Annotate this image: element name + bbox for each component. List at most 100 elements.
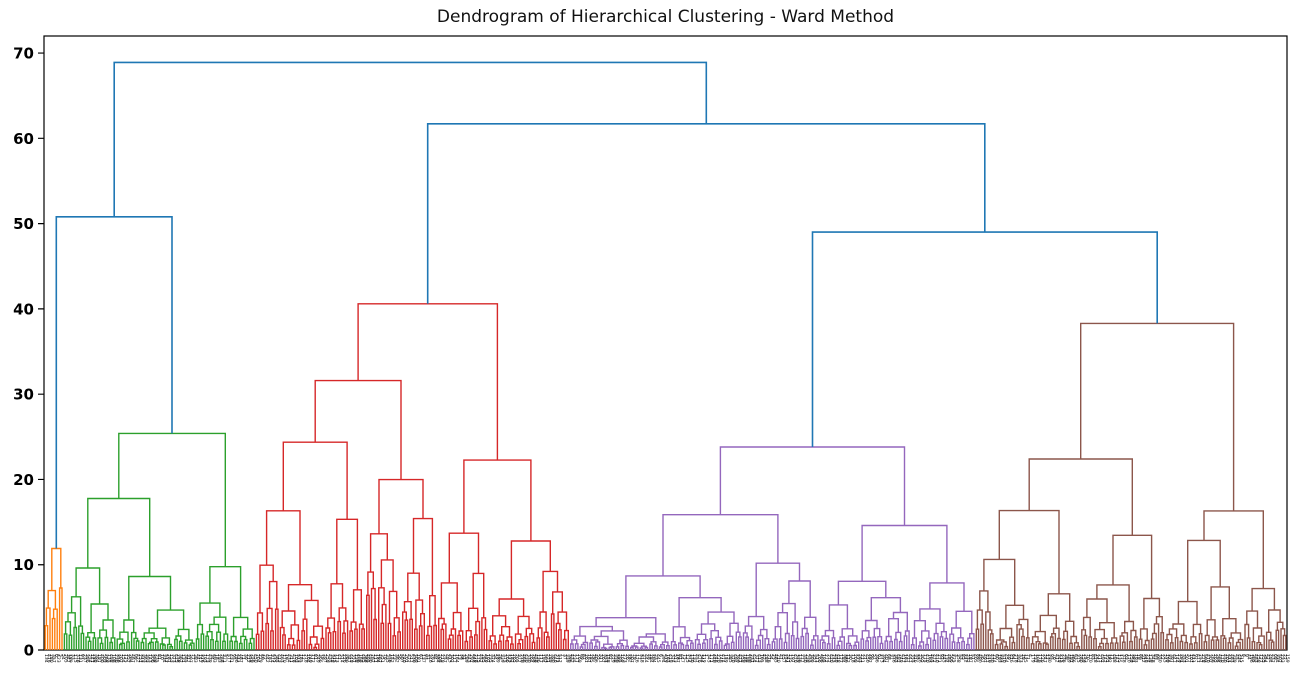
- x-tick-label: 135: [787, 654, 793, 663]
- x-tick-label: 407: [883, 654, 889, 663]
- x-tick-label: 236: [1061, 654, 1067, 663]
- x-tick-label: 44: [194, 654, 200, 660]
- x-tick-label: 226: [917, 654, 923, 663]
- x-tick-label: 33: [70, 654, 76, 660]
- x-tick-label: 450: [1221, 654, 1227, 663]
- x-tick-label: 182: [509, 654, 515, 663]
- x-tick-label: 232: [1032, 654, 1038, 663]
- x-tick-label: 82: [607, 654, 613, 660]
- x-tick-label: 445: [655, 654, 661, 663]
- x-tick-label: 267: [600, 654, 606, 663]
- x-tick-label: 33: [914, 654, 920, 660]
- x-tick-label: 419: [667, 654, 673, 663]
- x-tick-label: 354: [1262, 654, 1268, 663]
- x-tick-label: 420: [828, 654, 834, 663]
- x-tick-label: 125: [122, 654, 128, 663]
- x-tick-label: 38: [458, 654, 464, 660]
- x-tick-label: 490: [977, 654, 983, 663]
- x-tick-label: 338: [612, 654, 618, 663]
- x-tick-label: 281: [166, 654, 172, 663]
- x-tick-label: 229: [257, 654, 263, 663]
- x-tick-label: 26: [497, 654, 503, 660]
- x-tick-label: 22: [1159, 654, 1165, 660]
- x-tick-label: 170: [281, 654, 287, 663]
- x-tick-label: 296: [233, 654, 239, 663]
- x-tick-label: 476: [696, 654, 702, 663]
- x-tick-label: 170: [1087, 654, 1093, 663]
- x-tick-label: 152: [389, 654, 395, 663]
- x-tick-label: 349: [1142, 654, 1148, 663]
- x-tick-label: 454: [751, 654, 757, 663]
- y-tick-label: 50: [13, 215, 34, 233]
- x-tick-label: 471: [1195, 654, 1201, 663]
- x-tick-label: 413: [276, 654, 282, 663]
- x-tick-label: 216: [766, 654, 772, 663]
- x-tick-label: 123: [506, 654, 512, 663]
- x-tick-label: 77: [190, 654, 196, 660]
- x-tick-label: 349: [1056, 654, 1062, 663]
- x-tick-label: 138: [353, 654, 359, 663]
- x-tick-label: 334: [1274, 654, 1280, 663]
- x-tick-label: 99: [132, 654, 138, 660]
- x-tick-label: 277: [905, 654, 911, 663]
- x-tick-label: 181: [902, 654, 908, 663]
- x-tick-label: 472: [931, 654, 937, 663]
- x-tick-label: 187: [967, 654, 973, 663]
- x-tick-label: 163: [665, 654, 671, 663]
- x-tick-label: 135: [106, 654, 112, 663]
- x-tick-label: 10: [158, 654, 164, 660]
- x-tick-label: 449: [348, 654, 354, 663]
- x-tick-label: 358: [247, 654, 253, 663]
- x-tick-label: 355: [1260, 654, 1266, 663]
- x-tick-label: 196: [1248, 654, 1254, 663]
- x-tick-label: 258: [1255, 654, 1261, 663]
- x-tick-label: 454: [1003, 654, 1009, 663]
- x-tick-label: 259: [1128, 654, 1134, 663]
- x-tick-label: 256: [250, 654, 256, 663]
- x-tick-label: 81: [312, 654, 318, 660]
- x-tick-label: 142: [197, 654, 203, 663]
- x-tick-label: 510: [1001, 654, 1007, 663]
- x-tick-labels: 1344162803570423554205347189331753761319…: [43, 654, 1290, 663]
- x-tick-label: 193: [202, 654, 208, 663]
- x-tick-label: 262: [370, 654, 376, 663]
- x-tick-label: 12: [1044, 654, 1050, 660]
- x-tick-label: 377: [516, 654, 522, 663]
- x-tick-label: 161: [586, 654, 592, 663]
- x-tick-label: 428: [290, 654, 296, 663]
- x-tick-label: 38: [1063, 654, 1069, 660]
- x-tick-label: 434: [286, 654, 292, 663]
- x-tick-label: 302: [449, 654, 455, 663]
- x-tick-label: 484: [946, 654, 952, 663]
- x-tick-label: 251: [137, 654, 143, 663]
- x-tick-label: 272: [826, 654, 832, 663]
- cluster-brown-links: [975, 322, 1287, 650]
- x-tick-label: 45: [1233, 654, 1239, 660]
- x-tick-label: 172: [310, 654, 316, 663]
- x-tick-label: 84: [432, 654, 438, 660]
- x-tick-label: 268: [103, 654, 109, 663]
- x-tick-label: 489: [1065, 654, 1071, 663]
- x-tick-label: 514: [338, 654, 344, 663]
- cluster-orange-links: [44, 547, 63, 650]
- x-tick-label: 61: [876, 654, 882, 660]
- x-tick-label: 351: [1104, 654, 1110, 663]
- x-tick-label: 95: [230, 654, 236, 660]
- x-tick-label: 86: [1137, 654, 1143, 660]
- x-tick-label: 356: [115, 654, 121, 663]
- x-tick-label: 154: [120, 654, 126, 663]
- x-tick-label: 416: [1008, 654, 1014, 663]
- cluster-purple-links: [570, 446, 975, 650]
- x-tick-label: 247: [1041, 654, 1047, 663]
- x-tick-label: 205: [62, 654, 68, 663]
- x-tick-label: 373: [170, 654, 176, 663]
- x-tick-label: 357: [50, 654, 56, 663]
- x-tick-label: 394: [94, 654, 100, 663]
- x-tick-label: 263: [857, 654, 863, 663]
- x-tick-label: 374: [269, 654, 275, 663]
- x-tick-label: 72: [725, 654, 731, 660]
- x-tick-label: 278: [1013, 654, 1019, 663]
- x-tick-label: 392: [1015, 654, 1021, 663]
- x-tick-label: 5: [58, 654, 64, 657]
- x-tick-label: 311: [288, 654, 294, 663]
